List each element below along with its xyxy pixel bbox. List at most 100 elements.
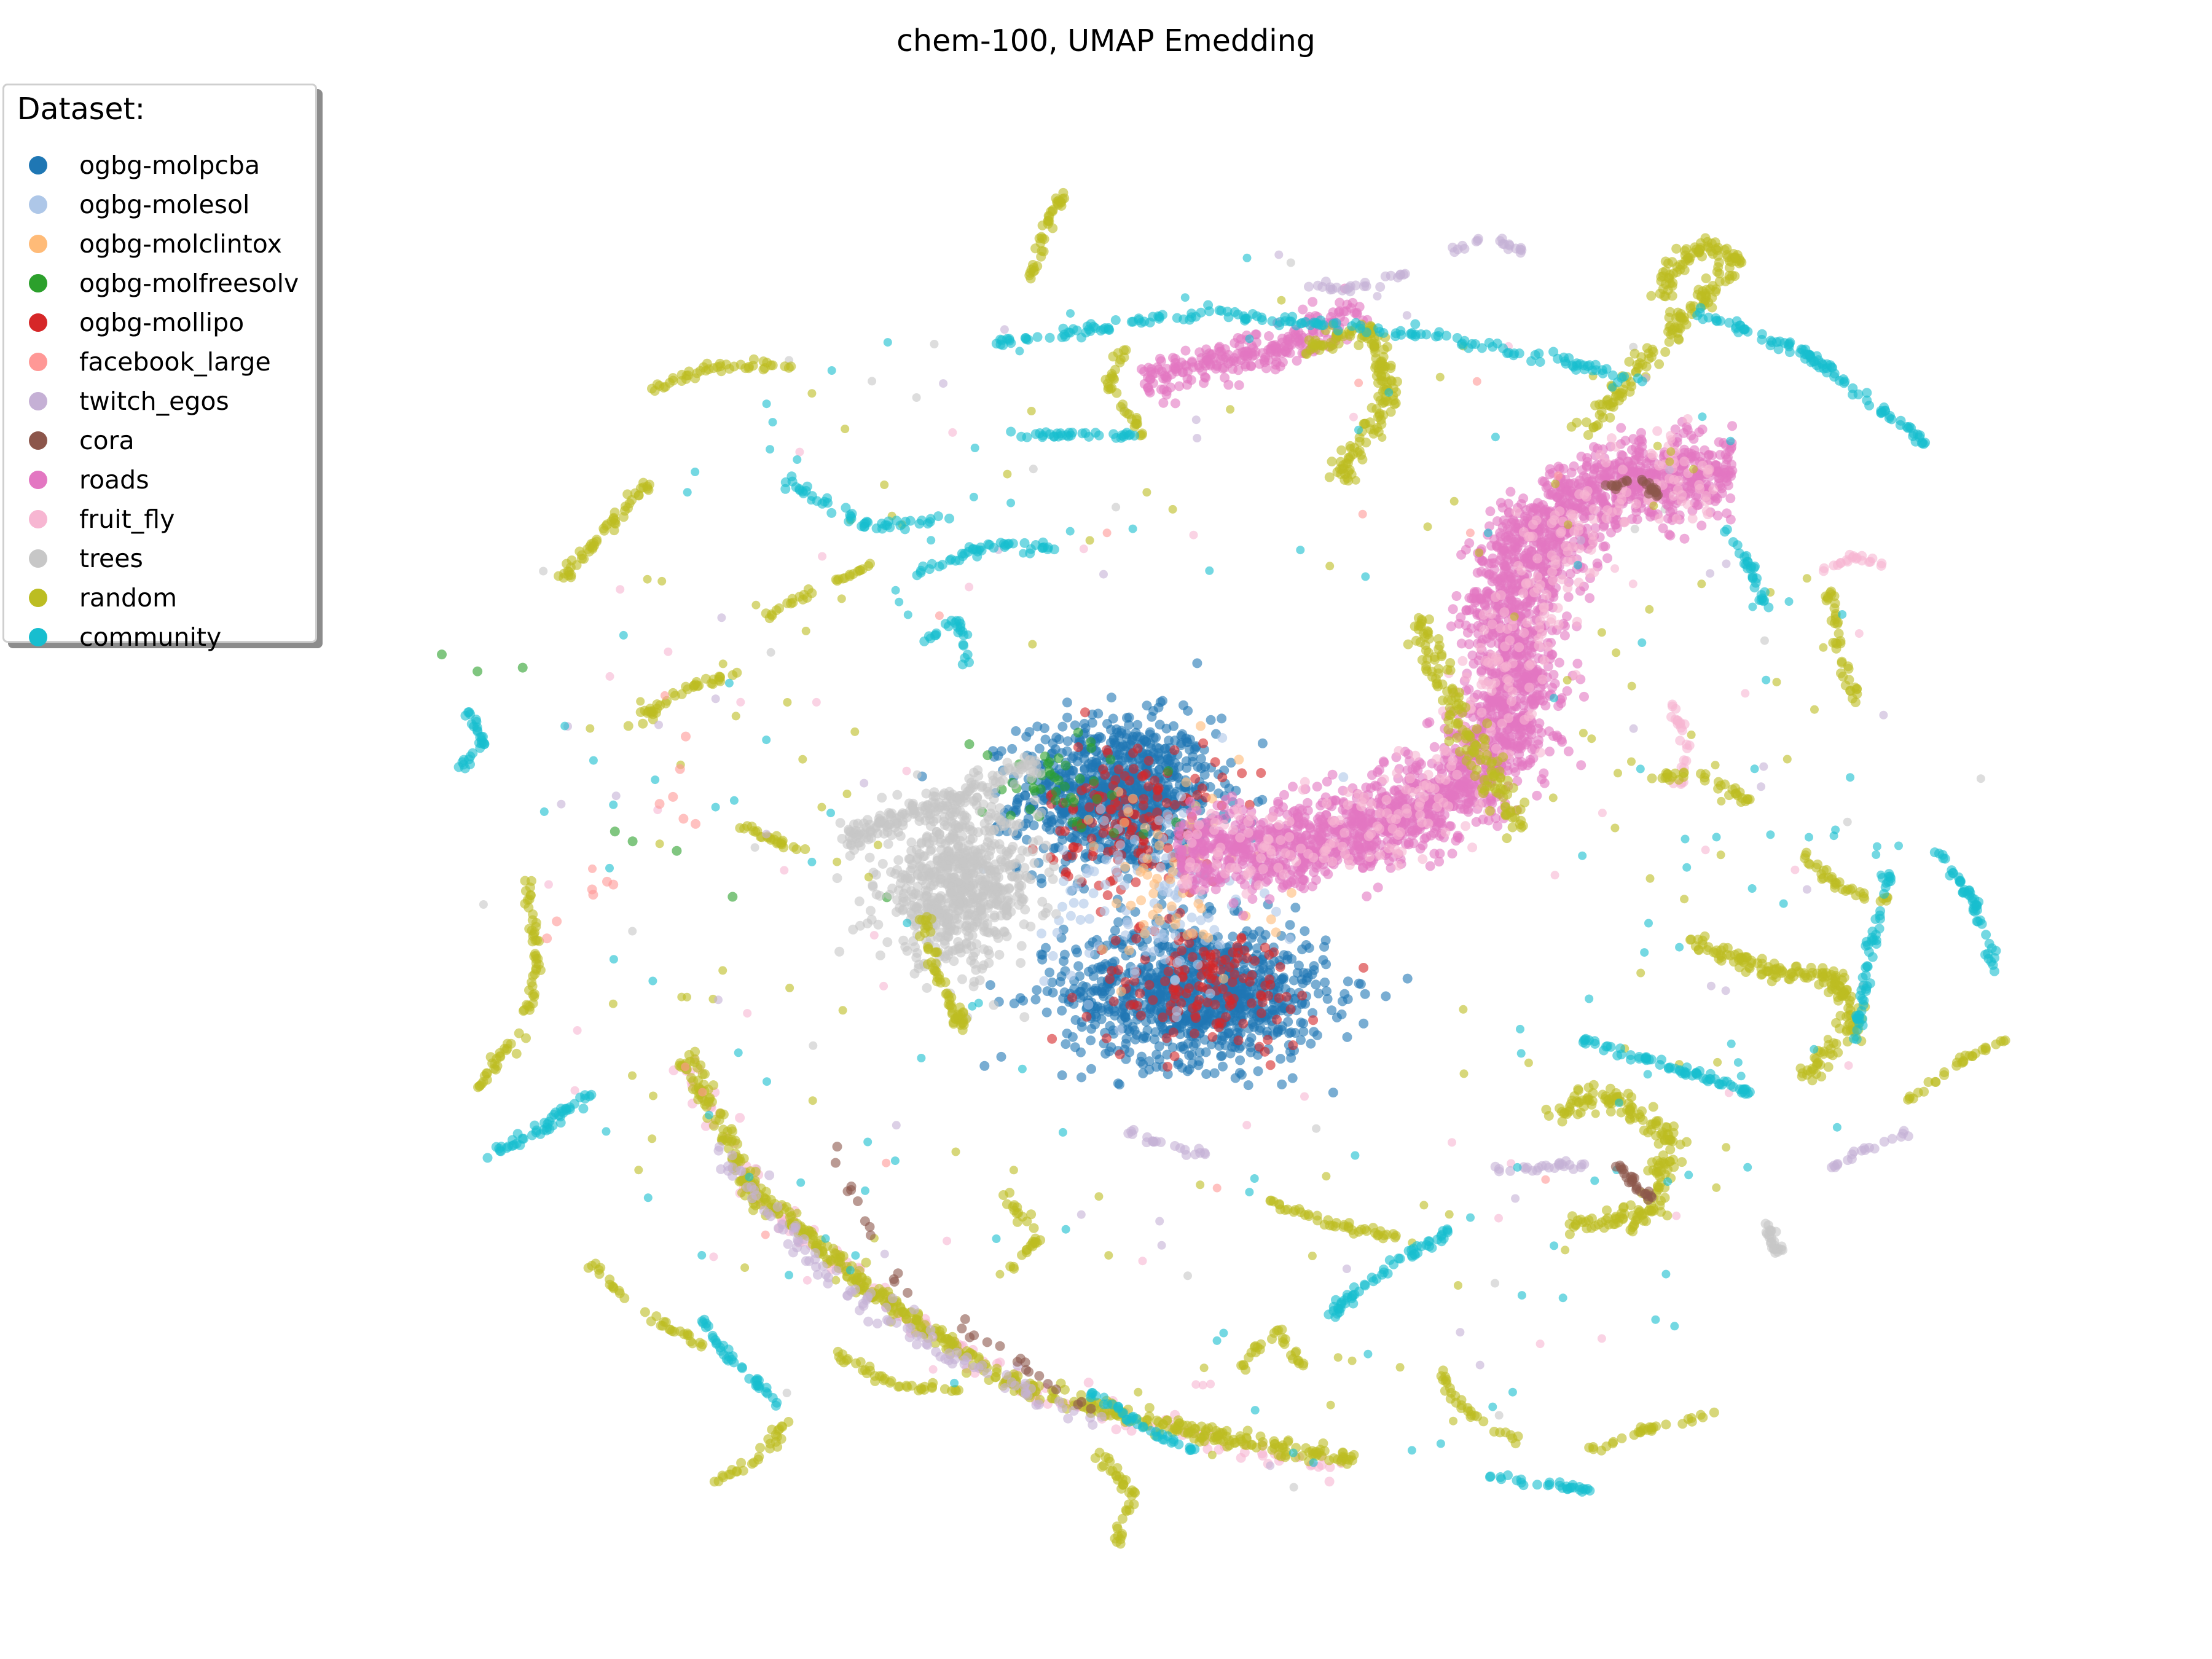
data-point <box>955 882 965 892</box>
data-point <box>933 853 943 863</box>
data-point <box>1164 967 1174 976</box>
data-point <box>1073 742 1083 752</box>
data-point <box>875 891 885 901</box>
data-point <box>1286 1005 1296 1014</box>
data-point <box>1043 853 1053 863</box>
data-point <box>1290 1483 1298 1492</box>
data-point <box>1255 1042 1265 1052</box>
data-point <box>1162 798 1172 808</box>
data-point <box>1206 989 1215 998</box>
data-point <box>958 844 968 853</box>
data-point <box>1112 728 1122 738</box>
data-point <box>1128 794 1138 804</box>
data-point <box>1247 933 1257 943</box>
data-point <box>1680 534 1690 544</box>
data-point <box>895 812 905 822</box>
data-point <box>1048 988 1058 998</box>
data-point <box>1338 772 1348 782</box>
data-point <box>1014 900 1024 910</box>
data-point <box>1111 936 1121 946</box>
data-point <box>1158 1013 1167 1022</box>
data-point <box>1084 1000 1094 1010</box>
data-point <box>1109 997 1119 1006</box>
data-point <box>1075 774 1085 784</box>
data-point <box>1121 977 1131 987</box>
data-point <box>1269 947 1279 957</box>
data-point <box>1029 858 1039 868</box>
data-point <box>1540 700 1550 710</box>
data-point <box>1105 974 1115 984</box>
data-point <box>970 947 980 957</box>
data-point <box>1532 791 1542 801</box>
data-point <box>1039 976 1049 986</box>
data-point <box>1167 901 1177 911</box>
data-point <box>1373 882 1383 892</box>
data-point <box>1150 1027 1160 1037</box>
data-point <box>930 340 939 348</box>
data-point <box>1138 1069 1148 1078</box>
data-point <box>957 975 967 984</box>
data-point <box>1253 1066 1263 1076</box>
data-point <box>1318 955 1328 965</box>
data-point <box>751 843 759 852</box>
data-point <box>1217 772 1227 782</box>
data-point <box>1192 658 1202 668</box>
data-point <box>1086 1024 1096 1034</box>
data-point <box>961 922 971 931</box>
data-point <box>1098 764 1108 774</box>
data-point <box>876 951 885 960</box>
data-point <box>994 950 1004 960</box>
data-point <box>1131 934 1141 944</box>
data-point <box>1311 979 1321 989</box>
data-point <box>990 867 1000 877</box>
data-point <box>1139 863 1148 873</box>
data-point <box>912 853 922 863</box>
data-point <box>833 873 842 883</box>
data-point <box>1096 804 1106 814</box>
data-point <box>1045 968 1054 978</box>
data-point <box>1045 825 1055 834</box>
data-point <box>1155 916 1165 925</box>
data-point <box>1019 752 1029 762</box>
data-point <box>1285 934 1295 944</box>
data-point <box>1276 962 1285 972</box>
data-point <box>1176 791 1186 801</box>
data-point <box>783 1389 791 1397</box>
data-point <box>1084 914 1094 924</box>
data-point <box>865 853 875 863</box>
data-point <box>990 810 1000 820</box>
data-point <box>1072 947 1082 957</box>
data-point <box>1495 1411 1504 1419</box>
data-point <box>954 823 963 833</box>
data-point <box>999 927 1009 936</box>
data-point <box>1106 1042 1116 1052</box>
data-point <box>1266 914 1276 924</box>
data-point <box>1057 971 1067 981</box>
data-point <box>1228 931 1237 941</box>
data-point <box>1097 1014 1107 1024</box>
data-point <box>1169 1027 1179 1037</box>
data-point <box>1308 1015 1318 1025</box>
data-point <box>1063 736 1073 746</box>
data-point <box>1215 939 1225 949</box>
data-point <box>1245 1037 1255 1047</box>
data-point <box>1172 1006 1182 1016</box>
data-point <box>911 953 921 963</box>
data-point <box>1190 774 1200 783</box>
data-point <box>1183 1271 1192 1280</box>
data-point <box>1160 976 1170 986</box>
data-point <box>971 917 981 927</box>
data-point <box>943 912 953 922</box>
data-point <box>1566 569 1575 579</box>
data-point <box>1130 835 1140 845</box>
data-point <box>1168 1043 1178 1053</box>
data-point <box>1054 775 1064 785</box>
data-point <box>1208 961 1218 971</box>
data-point <box>1073 728 1083 737</box>
data-point <box>1683 425 1693 435</box>
data-point <box>1048 874 1058 884</box>
data-point <box>868 377 876 385</box>
data-point <box>1227 999 1237 1009</box>
data-point <box>1116 987 1126 997</box>
data-point <box>1160 955 1170 965</box>
